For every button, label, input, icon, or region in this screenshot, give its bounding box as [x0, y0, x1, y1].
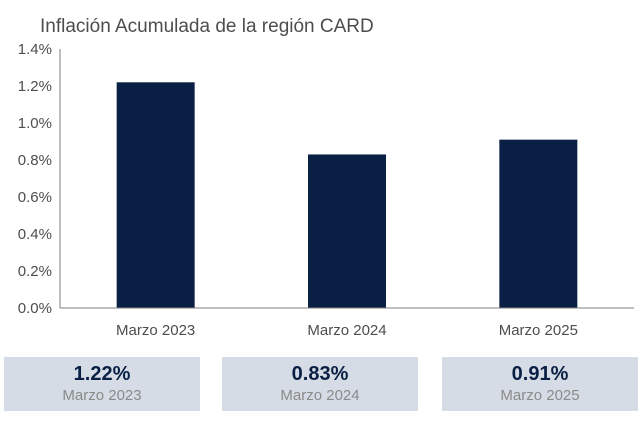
bar [308, 154, 386, 308]
y-tick-label: 0.0% [18, 300, 52, 317]
bar-chart: Inflación Acumulada de la región CARD 0.… [18, 16, 634, 339]
summary-box-2023: 1.22% Marzo 2023 [4, 357, 200, 411]
summary-value: 0.83% [291, 363, 349, 385]
summary-label: Marzo 2025 [500, 387, 580, 404]
summary-label: Marzo 2024 [280, 387, 360, 404]
summary-label: Marzo 2023 [62, 387, 142, 404]
y-axis-ticks: 0.0% 0.2% 0.4% 0.6% 0.8% 1.0% 1.2% 1.4% [18, 41, 52, 317]
x-tick-label: Marzo 2025 [499, 322, 578, 339]
x-tick-label: Marzo 2023 [116, 322, 195, 339]
x-axis-ticks: Marzo 2023 Marzo 2024 Marzo 2025 [116, 322, 578, 339]
y-tick-label: 1.4% [18, 41, 52, 58]
chart-title: Inflación Acumulada de la región CARD [40, 16, 374, 37]
bar [116, 82, 195, 308]
y-tick-label: 0.4% [18, 226, 52, 243]
bars [116, 82, 578, 308]
x-tick-label: Marzo 2024 [307, 322, 386, 339]
summary-value: 0.91% [511, 363, 569, 385]
summary-box-2025: 0.91% Marzo 2025 [442, 357, 638, 411]
summary-value: 1.22% [73, 363, 131, 385]
y-tick-label: 1.0% [18, 115, 52, 132]
y-tick-label: 0.6% [18, 189, 52, 206]
y-tick-label: 0.8% [18, 152, 52, 169]
y-tick-label: 0.2% [18, 263, 52, 280]
y-tick-label: 1.2% [18, 78, 52, 95]
bar [499, 139, 578, 308]
summary-box-2024: 0.83% Marzo 2024 [222, 357, 418, 411]
